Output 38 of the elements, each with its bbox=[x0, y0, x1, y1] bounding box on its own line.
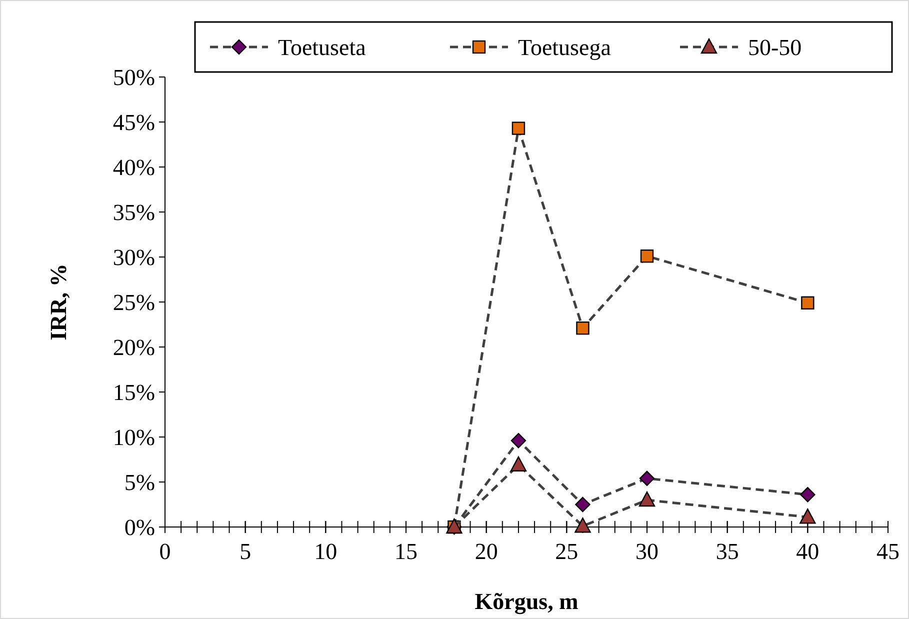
point bbox=[800, 487, 816, 502]
point bbox=[510, 433, 526, 448]
x-tick-label: 30 bbox=[636, 539, 658, 564]
point bbox=[639, 470, 655, 486]
y-tick-label: 10% bbox=[112, 425, 155, 450]
point bbox=[512, 122, 526, 135]
y-tick-label: 30% bbox=[112, 245, 155, 270]
x-axis-title: Kõrgus, m bbox=[474, 589, 578, 615]
y-axis-title: IRR, % bbox=[46, 264, 71, 340]
point bbox=[574, 518, 591, 533]
y-tick-label: 50% bbox=[112, 65, 155, 90]
y-tick-label: 20% bbox=[112, 335, 155, 360]
y-tick-label: 0% bbox=[124, 515, 155, 540]
x-tick-label: 10 bbox=[314, 539, 338, 564]
x-tick-label: 0 bbox=[159, 539, 171, 564]
x-tick-label: 15 bbox=[394, 539, 418, 564]
y-tick-label: 5% bbox=[124, 470, 155, 496]
point bbox=[575, 496, 590, 512]
point bbox=[638, 491, 656, 507]
x-tick-label: 20 bbox=[474, 539, 498, 564]
x-tick-label: 40 bbox=[796, 539, 820, 564]
x-tick-label: 25 bbox=[555, 539, 578, 564]
y-tick-label: 40% bbox=[112, 155, 155, 180]
point bbox=[800, 508, 816, 524]
legend-label: Toetuseta bbox=[278, 35, 366, 60]
point bbox=[640, 250, 654, 263]
point bbox=[510, 456, 527, 472]
y-tick-label: 35% bbox=[112, 200, 155, 226]
x-tick-label: 5 bbox=[240, 539, 252, 564]
legend-label: 50-50 bbox=[748, 35, 802, 60]
y-tick-label: 15% bbox=[112, 380, 155, 406]
point bbox=[576, 322, 590, 335]
y-tick-label: 45% bbox=[112, 110, 155, 136]
y-tick-label: 25% bbox=[112, 290, 155, 316]
x-tick-label: 35 bbox=[716, 539, 739, 564]
legend-label: Toetusega bbox=[518, 35, 611, 60]
x-tick-label: 45 bbox=[876, 539, 900, 564]
point bbox=[801, 296, 814, 310]
